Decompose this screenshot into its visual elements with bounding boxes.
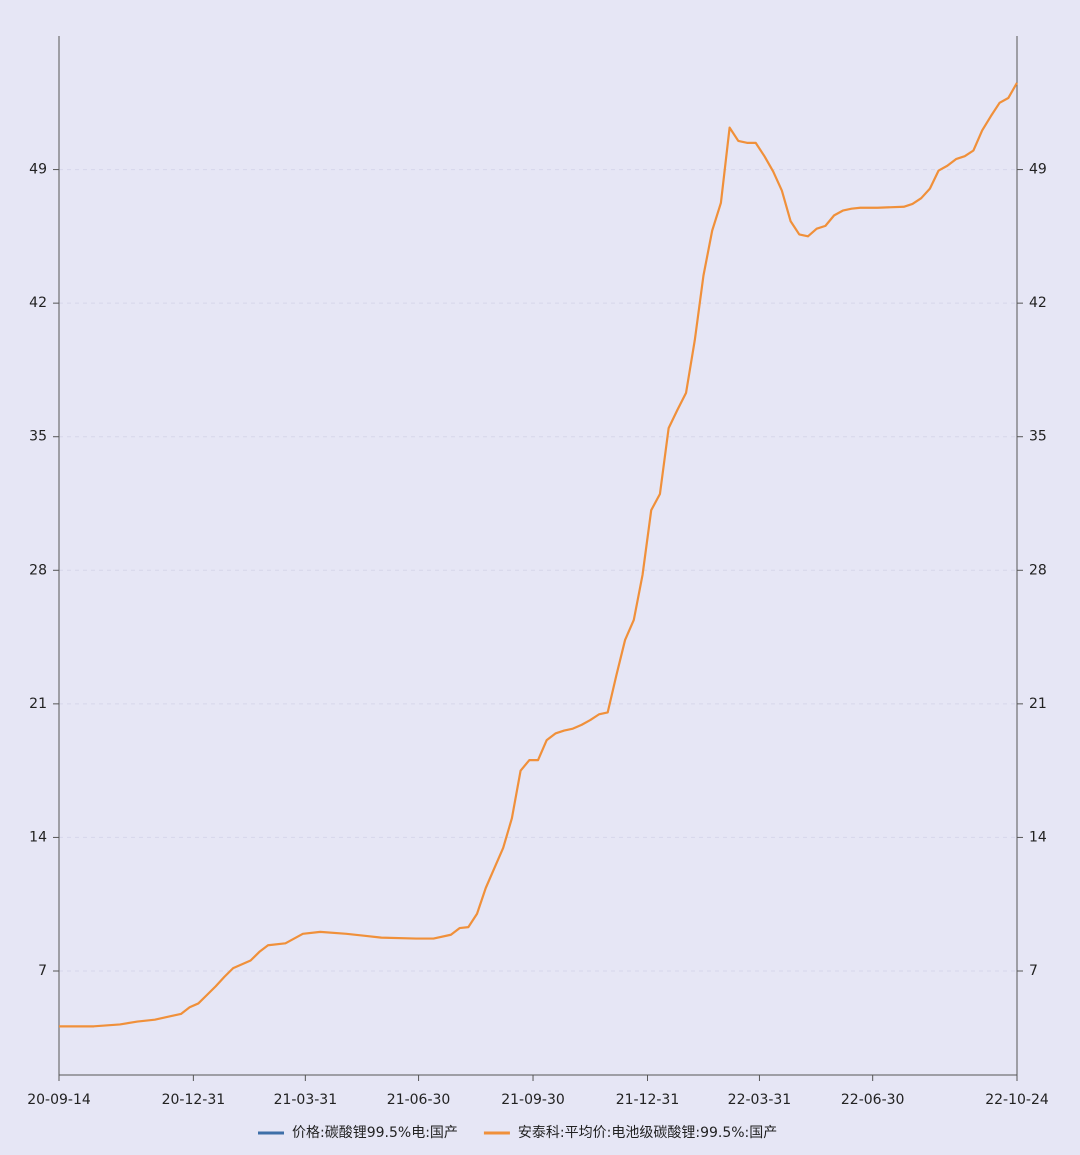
- y2-tick-label: 7: [1029, 963, 1038, 979]
- legend-label: 安泰科:平均价:电池级碳酸锂:99.5%:国产: [518, 1125, 777, 1141]
- x-tick-label: 22-10-24: [985, 1092, 1049, 1108]
- y2-tick-label: 21: [1029, 696, 1047, 712]
- y2-tick-label: 49: [1029, 162, 1047, 178]
- x-tick-label: 21-12-31: [616, 1092, 680, 1108]
- y-tick-label: 14: [29, 829, 47, 845]
- y2-tick-label: 35: [1029, 429, 1047, 445]
- x-tick-label: 20-09-14: [27, 1092, 91, 1108]
- y2-tick-label: 42: [1029, 295, 1047, 311]
- y2-tick-label: 14: [1029, 829, 1047, 845]
- y2-tick-label: 28: [1029, 562, 1047, 578]
- y-tick-label: 28: [29, 562, 47, 578]
- y-tick-label: 7: [38, 963, 47, 979]
- y-tick-label: 35: [29, 429, 47, 445]
- y-tick-label: 42: [29, 295, 47, 311]
- x-tick-label: 20-12-31: [162, 1092, 226, 1108]
- data-line: [59, 82, 1018, 1028]
- x-tick-label: 21-03-31: [274, 1092, 338, 1108]
- y-tick-label: 21: [29, 696, 47, 712]
- y-tick-label: 49: [29, 162, 47, 178]
- x-tick-label: 22-03-31: [728, 1092, 792, 1108]
- x-tick-label: 21-06-30: [387, 1092, 451, 1108]
- x-tick-label: 22-06-30: [841, 1092, 905, 1108]
- legend-label: 价格:碳酸锂99.5%电:国产: [292, 1125, 458, 1141]
- x-tick-label: 21-09-30: [501, 1092, 565, 1108]
